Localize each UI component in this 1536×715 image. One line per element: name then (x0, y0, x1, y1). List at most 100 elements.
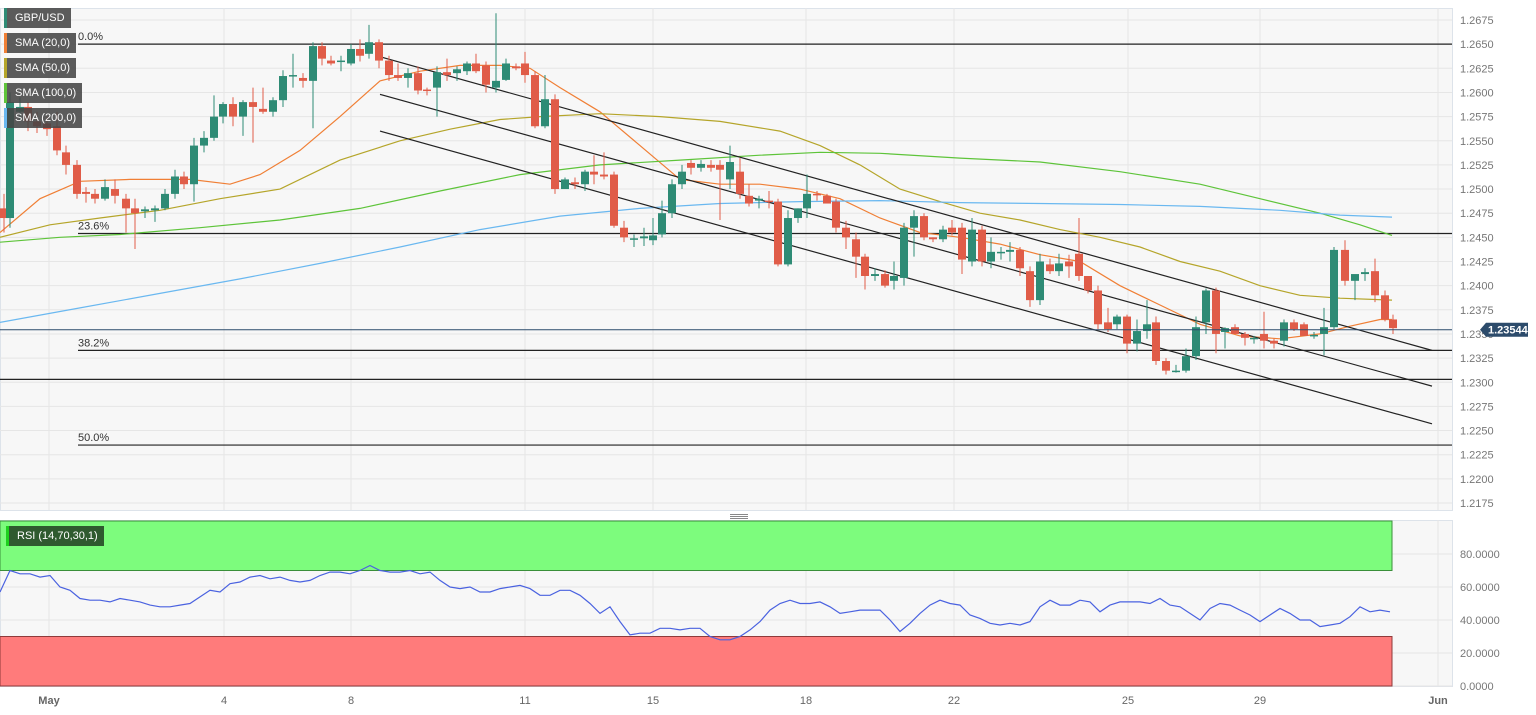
candle-body (73, 164, 81, 194)
legend-sma-50[interactable]: SMA (50,0) (4, 58, 77, 78)
sma-200-color-swatch (4, 108, 7, 128)
candle (200, 131, 208, 153)
candle (1084, 275, 1092, 294)
candle-body (551, 99, 559, 190)
candle-body (958, 227, 966, 260)
x-axis-tick-label: 11 (519, 695, 530, 707)
candle (337, 55, 345, 72)
candle-body (365, 42, 373, 54)
legend-sma-200[interactable]: SMA (200,0) (4, 108, 83, 128)
candle (1162, 358, 1170, 375)
rsi-color-swatch (6, 526, 9, 546)
candle (1389, 314, 1397, 334)
candle-body (219, 104, 227, 117)
price-axis-tick-label: 1.2275 (1460, 401, 1494, 413)
legend-symbol[interactable]: GBP/USD (4, 8, 71, 28)
candle-body (590, 171, 598, 175)
candle-body (561, 179, 569, 190)
fibonacci-level-label: 23.6% (78, 220, 109, 232)
candle-body (649, 235, 657, 241)
candle-body (871, 274, 879, 276)
candle-body (512, 66, 520, 69)
candle (1320, 307, 1328, 356)
price-axis-tick-label: 1.2250 (1460, 426, 1494, 438)
candle-body (91, 193, 99, 199)
candle (551, 94, 559, 194)
x-axis-tick-label: 29 (1254, 695, 1266, 707)
candle (929, 237, 937, 243)
candle-body (997, 251, 1005, 254)
current-price-tag (1480, 322, 1528, 337)
candle-body (259, 108, 267, 112)
price-axis-tick-label: 1.2550 (1460, 136, 1494, 148)
candle (1152, 316, 1160, 365)
candle-body (433, 72, 441, 88)
candle-body (832, 201, 840, 228)
candle-body (1231, 327, 1239, 334)
candle-body (309, 46, 317, 81)
sma-200-label: SMA (200,0) (15, 112, 77, 124)
candle-body (82, 191, 90, 194)
candle (736, 158, 744, 199)
price-axis-tick-label: 1.2200 (1460, 474, 1494, 486)
candle (745, 184, 753, 207)
candle (726, 145, 734, 190)
candle (1202, 288, 1210, 334)
price-axis-tick-label: 1.2625 (1460, 63, 1494, 75)
candle-body (571, 182, 579, 185)
candle (1300, 322, 1308, 336)
candle (1036, 253, 1044, 305)
x-axis-tick-label: 18 (800, 695, 812, 707)
candle (813, 190, 821, 201)
candle (1006, 242, 1014, 262)
price-pane[interactable]: 1.2675 1.2650 1.2625 1.2600 1.2575 1.2550 1.25… (0, 8, 1529, 511)
candle (774, 198, 782, 267)
legend: GBP/USD SMA (20,0) SMA (50,0) SMA (100,0… (4, 8, 83, 133)
candle (1172, 364, 1180, 373)
candle-body (987, 251, 995, 262)
candle (521, 51, 529, 83)
candle (219, 102, 227, 124)
fibonacci-level-label: 0.0% (78, 31, 103, 43)
x-axis-tick-label: 15 (647, 695, 659, 707)
candle (1330, 247, 1338, 330)
candle (1241, 332, 1249, 346)
price-pane-background (0, 8, 1453, 511)
candle (1055, 253, 1063, 276)
rsi-pane[interactable]: 80.0000 60.0000 40.0000 20.0000 0.0000 (0, 520, 1500, 693)
candle-body (249, 102, 257, 107)
price-axis-tick-label: 1.2300 (1460, 377, 1494, 389)
candle-body (131, 208, 139, 214)
candle (871, 268, 879, 281)
candle (463, 61, 471, 76)
candle-body (101, 187, 109, 199)
candle (1094, 285, 1102, 330)
legend-sma-100[interactable]: SMA (100,0) (4, 83, 83, 103)
candle-body (1152, 322, 1160, 361)
candle-body (141, 209, 149, 212)
candle-body (531, 75, 539, 127)
candle (91, 189, 99, 204)
candle-body (1016, 249, 1024, 269)
price-axis-tick-label: 1.2650 (1460, 39, 1494, 51)
candle-body (1065, 261, 1073, 267)
candle-body (745, 195, 753, 204)
price-axis-tick-label: 1.2450 (1460, 232, 1494, 244)
candle (939, 225, 947, 243)
legend-sma-20[interactable]: SMA (20,0) (4, 33, 77, 53)
candle (1182, 348, 1190, 373)
candle-body (502, 63, 510, 80)
candle-body (861, 256, 869, 276)
candle (620, 220, 628, 243)
candle-body (881, 274, 889, 286)
pane-resize-handle[interactable] (730, 514, 748, 520)
candle (861, 253, 869, 290)
candle (141, 206, 149, 219)
legend-rsi[interactable]: RSI (14,70,30,1) (6, 526, 104, 546)
candle (101, 179, 109, 201)
candle (1046, 258, 1054, 275)
candle-body (1182, 356, 1190, 371)
candle (249, 87, 257, 143)
candle (571, 177, 579, 190)
